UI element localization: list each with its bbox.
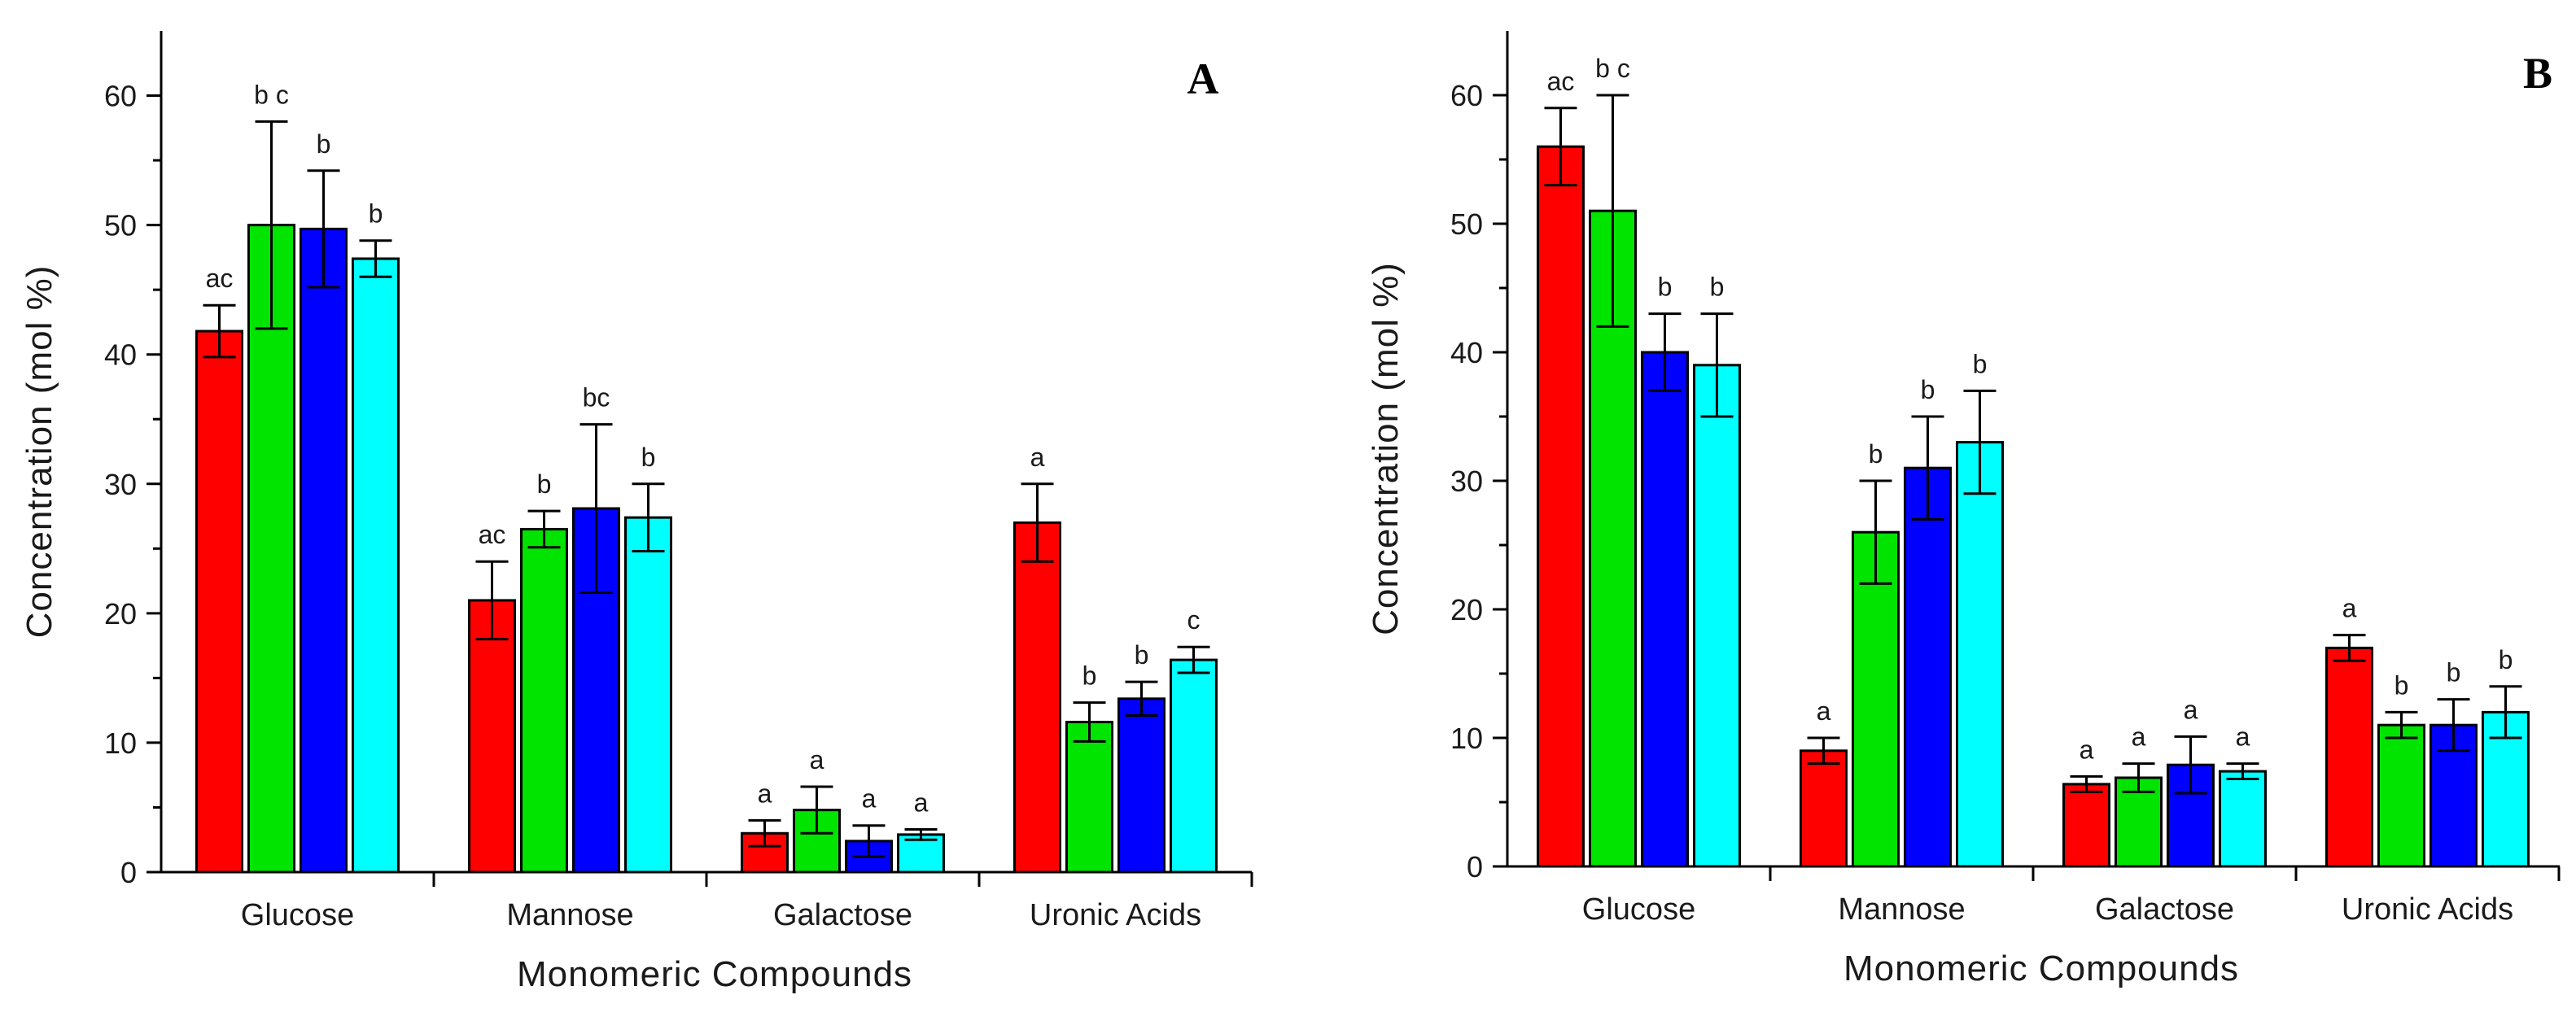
panel-a-significance-label: a	[1030, 443, 1045, 472]
panel-a-bar	[1013, 521, 1061, 874]
panel-a-significance-label: a	[758, 779, 772, 808]
panel-a-significance-label: a	[914, 788, 929, 818]
panel-b-significance-label: a	[1817, 696, 1831, 726]
panel-a-y-tick-label: 30	[104, 468, 137, 501]
panel-a-significance-label: c	[1187, 605, 1201, 635]
panel-b-significance-label: a	[2132, 722, 2146, 752]
panel-b-category-label: Mannose	[1838, 892, 1965, 927]
panel-b-y-tick-label: 60	[1450, 79, 1483, 112]
panel-b-bar	[2377, 723, 2425, 868]
panel-b-significance-label: b	[1710, 273, 1725, 302]
panel-a-significance-label: b	[1135, 640, 1149, 670]
panel-a-bar	[1117, 697, 1166, 874]
panel-b-significance-label: ac	[1547, 67, 1575, 96]
panel-b-significance-label: a	[2342, 594, 2357, 623]
panel-b-x-axis-title: Monomeric Compounds	[1843, 949, 2239, 988]
panel-a-bar	[520, 527, 568, 874]
panel-a-category-label: Glucose	[241, 898, 354, 932]
panel-a-significance-label: b	[641, 443, 656, 472]
panel-b-category-label: Glucose	[1582, 892, 1695, 927]
panel-a-label: A	[1187, 55, 1219, 103]
panel-a-significance-label: b	[317, 129, 331, 159]
panel-a-significance-label: b	[537, 469, 552, 499]
panel-b-label: B	[2523, 49, 2552, 98]
panel-b-bar	[1904, 466, 1952, 868]
panel-b-y-tick-label: 0	[1467, 850, 1483, 884]
panel-a-bar	[195, 329, 243, 874]
panel-b-significance-label: b	[1869, 439, 1883, 469]
panel-a-significance-label: a	[810, 745, 824, 774]
panel-a-category-label: Galactose	[773, 898, 912, 932]
panel-a-category-label: Mannose	[506, 898, 633, 932]
panel-b-bar	[1641, 351, 1689, 868]
panel-b-bar	[1956, 441, 2004, 868]
panel-a: A 0 10 20 30 40 50 60 Concentration (mol %) Mono…	[20, 31, 1253, 994]
panel-b-significance-label: a	[2236, 722, 2250, 752]
panel-a-significance-label: b c	[254, 80, 289, 109]
panel-b-significance-label: b	[2447, 658, 2461, 687]
panel-b-bar	[2062, 783, 2110, 868]
panel-b-significance-label: b	[1658, 273, 1673, 302]
panel-a-bar	[1065, 720, 1113, 874]
panel-a-bar	[1170, 658, 1218, 874]
panel-a-y-axis-title: Concentration (mol %)	[20, 265, 59, 639]
panel-b-y-tick-label: 30	[1450, 465, 1483, 498]
panel-b-category-label: Galactose	[2095, 892, 2234, 927]
panel-b-significance-label: b	[1921, 375, 1935, 404]
panel-b-significance-label: a	[2080, 735, 2094, 764]
panel-a-y-tick-label: 40	[104, 338, 137, 372]
panel-a-y-tick-label: 60	[104, 80, 137, 113]
panel-b-significance-label: a	[2184, 695, 2198, 724]
panel-b-bar	[1537, 145, 1585, 868]
panel-b-y-tick-label: 10	[1450, 722, 1483, 755]
panel-b-y-axis-title: Concentration (mol %)	[1366, 262, 1406, 635]
panel-a-y-tick-label: 50	[104, 209, 137, 242]
panel-a-bar	[352, 257, 400, 874]
panel-a-significance-label: b	[1082, 661, 1097, 691]
panel-b-bar	[1852, 530, 1900, 868]
panel-b-bar	[2219, 770, 2267, 868]
panel-a-category-label: Uronic Acids	[1030, 898, 1201, 932]
panel-b-bar	[2325, 646, 2373, 868]
panel-b-significance-label: b c	[1595, 54, 1630, 83]
panel-b-significance-label: b	[1973, 349, 1988, 378]
panel-a-significance-label: ac	[206, 264, 234, 293]
panel-a-bar	[624, 516, 672, 874]
panel-a-bar	[300, 227, 348, 874]
panel-b-bar	[1800, 749, 1848, 868]
panel-b-category-label: Uronic Acids	[2342, 892, 2513, 927]
panel-a-significance-label: bc	[583, 383, 610, 412]
panel-b-y-tick-label: 20	[1450, 593, 1483, 626]
panel-a-y-tick-label: 20	[104, 597, 137, 630]
panel-b-bar	[1693, 364, 1741, 868]
panel-a-y-tick-label: 10	[104, 726, 137, 760]
panel-a-significance-label: b	[369, 199, 383, 229]
panel-a-y-tick-label: 0	[120, 856, 137, 889]
panel-b-significance-label: b	[2394, 670, 2409, 700]
panel-b-significance-label: b	[2499, 645, 2513, 674]
panel-b-y-tick-label: 50	[1450, 207, 1483, 241]
panel-a-x-axis-title: Monomeric Compounds	[517, 954, 912, 994]
panel-a-significance-label: a	[862, 784, 877, 814]
panel-b: B 0 10 20 30 40 50 60 Concentration (mol %) Mono…	[1366, 31, 2561, 988]
panel-b-y-tick-label: 40	[1450, 336, 1483, 369]
panel-a-bar	[468, 599, 516, 874]
panel-a-significance-label: ac	[479, 520, 506, 549]
